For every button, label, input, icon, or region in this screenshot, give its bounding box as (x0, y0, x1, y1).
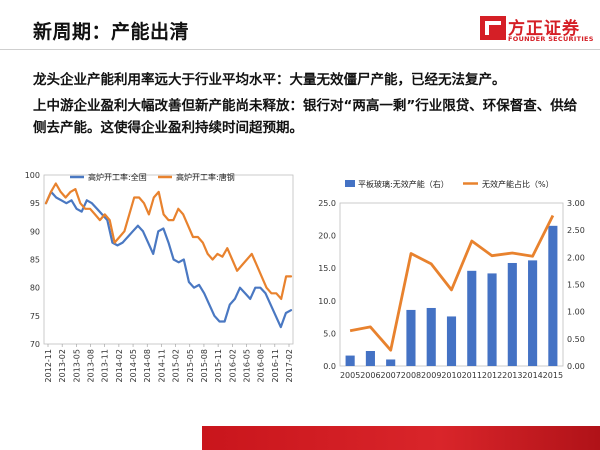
y-left-tick-label: 5.0 (323, 329, 336, 338)
y-right-tick-label: 3.00 (567, 199, 585, 208)
y-left-tick-label: 0.0 (323, 362, 336, 371)
legend-label-1: 高炉开工率:全国 (88, 172, 147, 182)
ratio-line (349, 214, 555, 352)
x-category-label: 2010 (441, 371, 461, 380)
plot-frame-2 (339, 202, 564, 367)
x-category-label: 2014 (522, 371, 542, 380)
x-tick-label: 2013-05 (72, 349, 81, 382)
y-left-tick-label: 15.0 (318, 264, 336, 273)
legend-bar-label: 平板玻璃:无效产能（右） (358, 179, 449, 189)
legend-line-label: 无效产能占比（%） (482, 179, 554, 189)
x-tick-label: 2016-02 (228, 349, 237, 382)
y-right-tick-label: 2.00 (567, 253, 585, 262)
y-left-tick-label: 10.0 (318, 297, 336, 306)
series-line-1 (44, 190, 293, 329)
bar (345, 355, 355, 366)
bar (548, 225, 558, 366)
x-tick-label: 2015-11 (214, 349, 223, 382)
x-tick-label: 2016-05 (242, 349, 251, 382)
plot-frame (43, 174, 294, 345)
paragraph-2: 上中游企业盈利大幅改善但新产能尚未释放：银行对“两高一剩”行业限贷、环保督查、供… (33, 98, 578, 136)
x-tick-label: 2015-05 (186, 349, 195, 382)
series-line-2 (44, 182, 293, 300)
x-tick-label: 2015-08 (200, 349, 209, 382)
x-tick-label: 2017-02 (285, 349, 294, 382)
y-tick-label: 95 (30, 199, 40, 208)
logo-name-cn: 方正证券 (508, 19, 580, 39)
founder-logo-mark-icon (480, 16, 506, 40)
bar (446, 316, 457, 366)
bar (528, 260, 538, 366)
x-category-label: 2008 (401, 371, 421, 380)
bar (365, 351, 375, 366)
y-left-tick-label: 20.0 (318, 232, 336, 241)
title-divider (0, 49, 600, 50)
bar (426, 307, 436, 366)
x-tick-label: 2016-08 (257, 349, 266, 382)
logo-name-en: FOUNDER SECURITIES (508, 35, 594, 43)
x-tick-label: 2014-08 (143, 349, 152, 382)
y-left-tick-label: 25.0 (318, 199, 336, 208)
x-tick-label: 2014-05 (129, 349, 138, 382)
y-right-tick-label: 2.50 (567, 226, 585, 235)
legend-bar-swatch (345, 180, 355, 187)
paragraph-1: 龙头企业产能利用率远大于行业平均水平：大量无效僵尸产能，已经无法复产。 (33, 72, 506, 88)
y-tick-label: 90 (30, 227, 40, 236)
x-tick-label: 2013-08 (87, 349, 96, 382)
bar (406, 309, 416, 366)
bar (467, 270, 477, 366)
x-category-label: 2011 (462, 371, 482, 380)
footer-red-bar (202, 426, 600, 450)
x-category-label: 2005 (340, 371, 360, 380)
x-tick-label: 2014-11 (157, 349, 166, 382)
y-right-tick-label: 1.50 (567, 281, 585, 290)
bar (487, 273, 497, 366)
x-tick-label: 2012-11 (44, 349, 53, 382)
bar (507, 262, 517, 366)
x-tick-label: 2016-11 (271, 349, 280, 382)
y-tick-label: 85 (30, 256, 40, 265)
y-right-tick-label: 0.50 (567, 335, 585, 344)
slide-title: 新周期：产能出清 (33, 21, 190, 43)
y-tick-label: 70 (30, 340, 40, 349)
y-tick-label: 80 (30, 284, 40, 293)
bar (386, 359, 396, 366)
x-category-label: 2015 (543, 371, 563, 380)
founder-logo: 方正证券 FOUNDER SECURITIES (480, 14, 593, 48)
x-category-label: 2012 (482, 371, 502, 380)
x-tick-label: 2013-02 (58, 349, 67, 382)
x-tick-label: 2015-02 (172, 349, 181, 382)
x-category-label: 2013 (502, 371, 522, 380)
y-tick-label: 75 (30, 312, 40, 321)
y-right-tick-label: 1.00 (567, 308, 585, 317)
x-category-label: 2007 (381, 371, 401, 380)
y-right-tick-label: 0.00 (567, 362, 585, 371)
x-category-label: 2006 (360, 371, 380, 380)
x-tick-label: 2013-11 (101, 349, 110, 382)
y-tick-label: 100 (25, 171, 40, 180)
x-category-label: 2009 (421, 371, 441, 380)
x-tick-label: 2014-02 (115, 349, 124, 382)
legend-label-2: 高炉开工率:唐钢 (176, 172, 235, 182)
